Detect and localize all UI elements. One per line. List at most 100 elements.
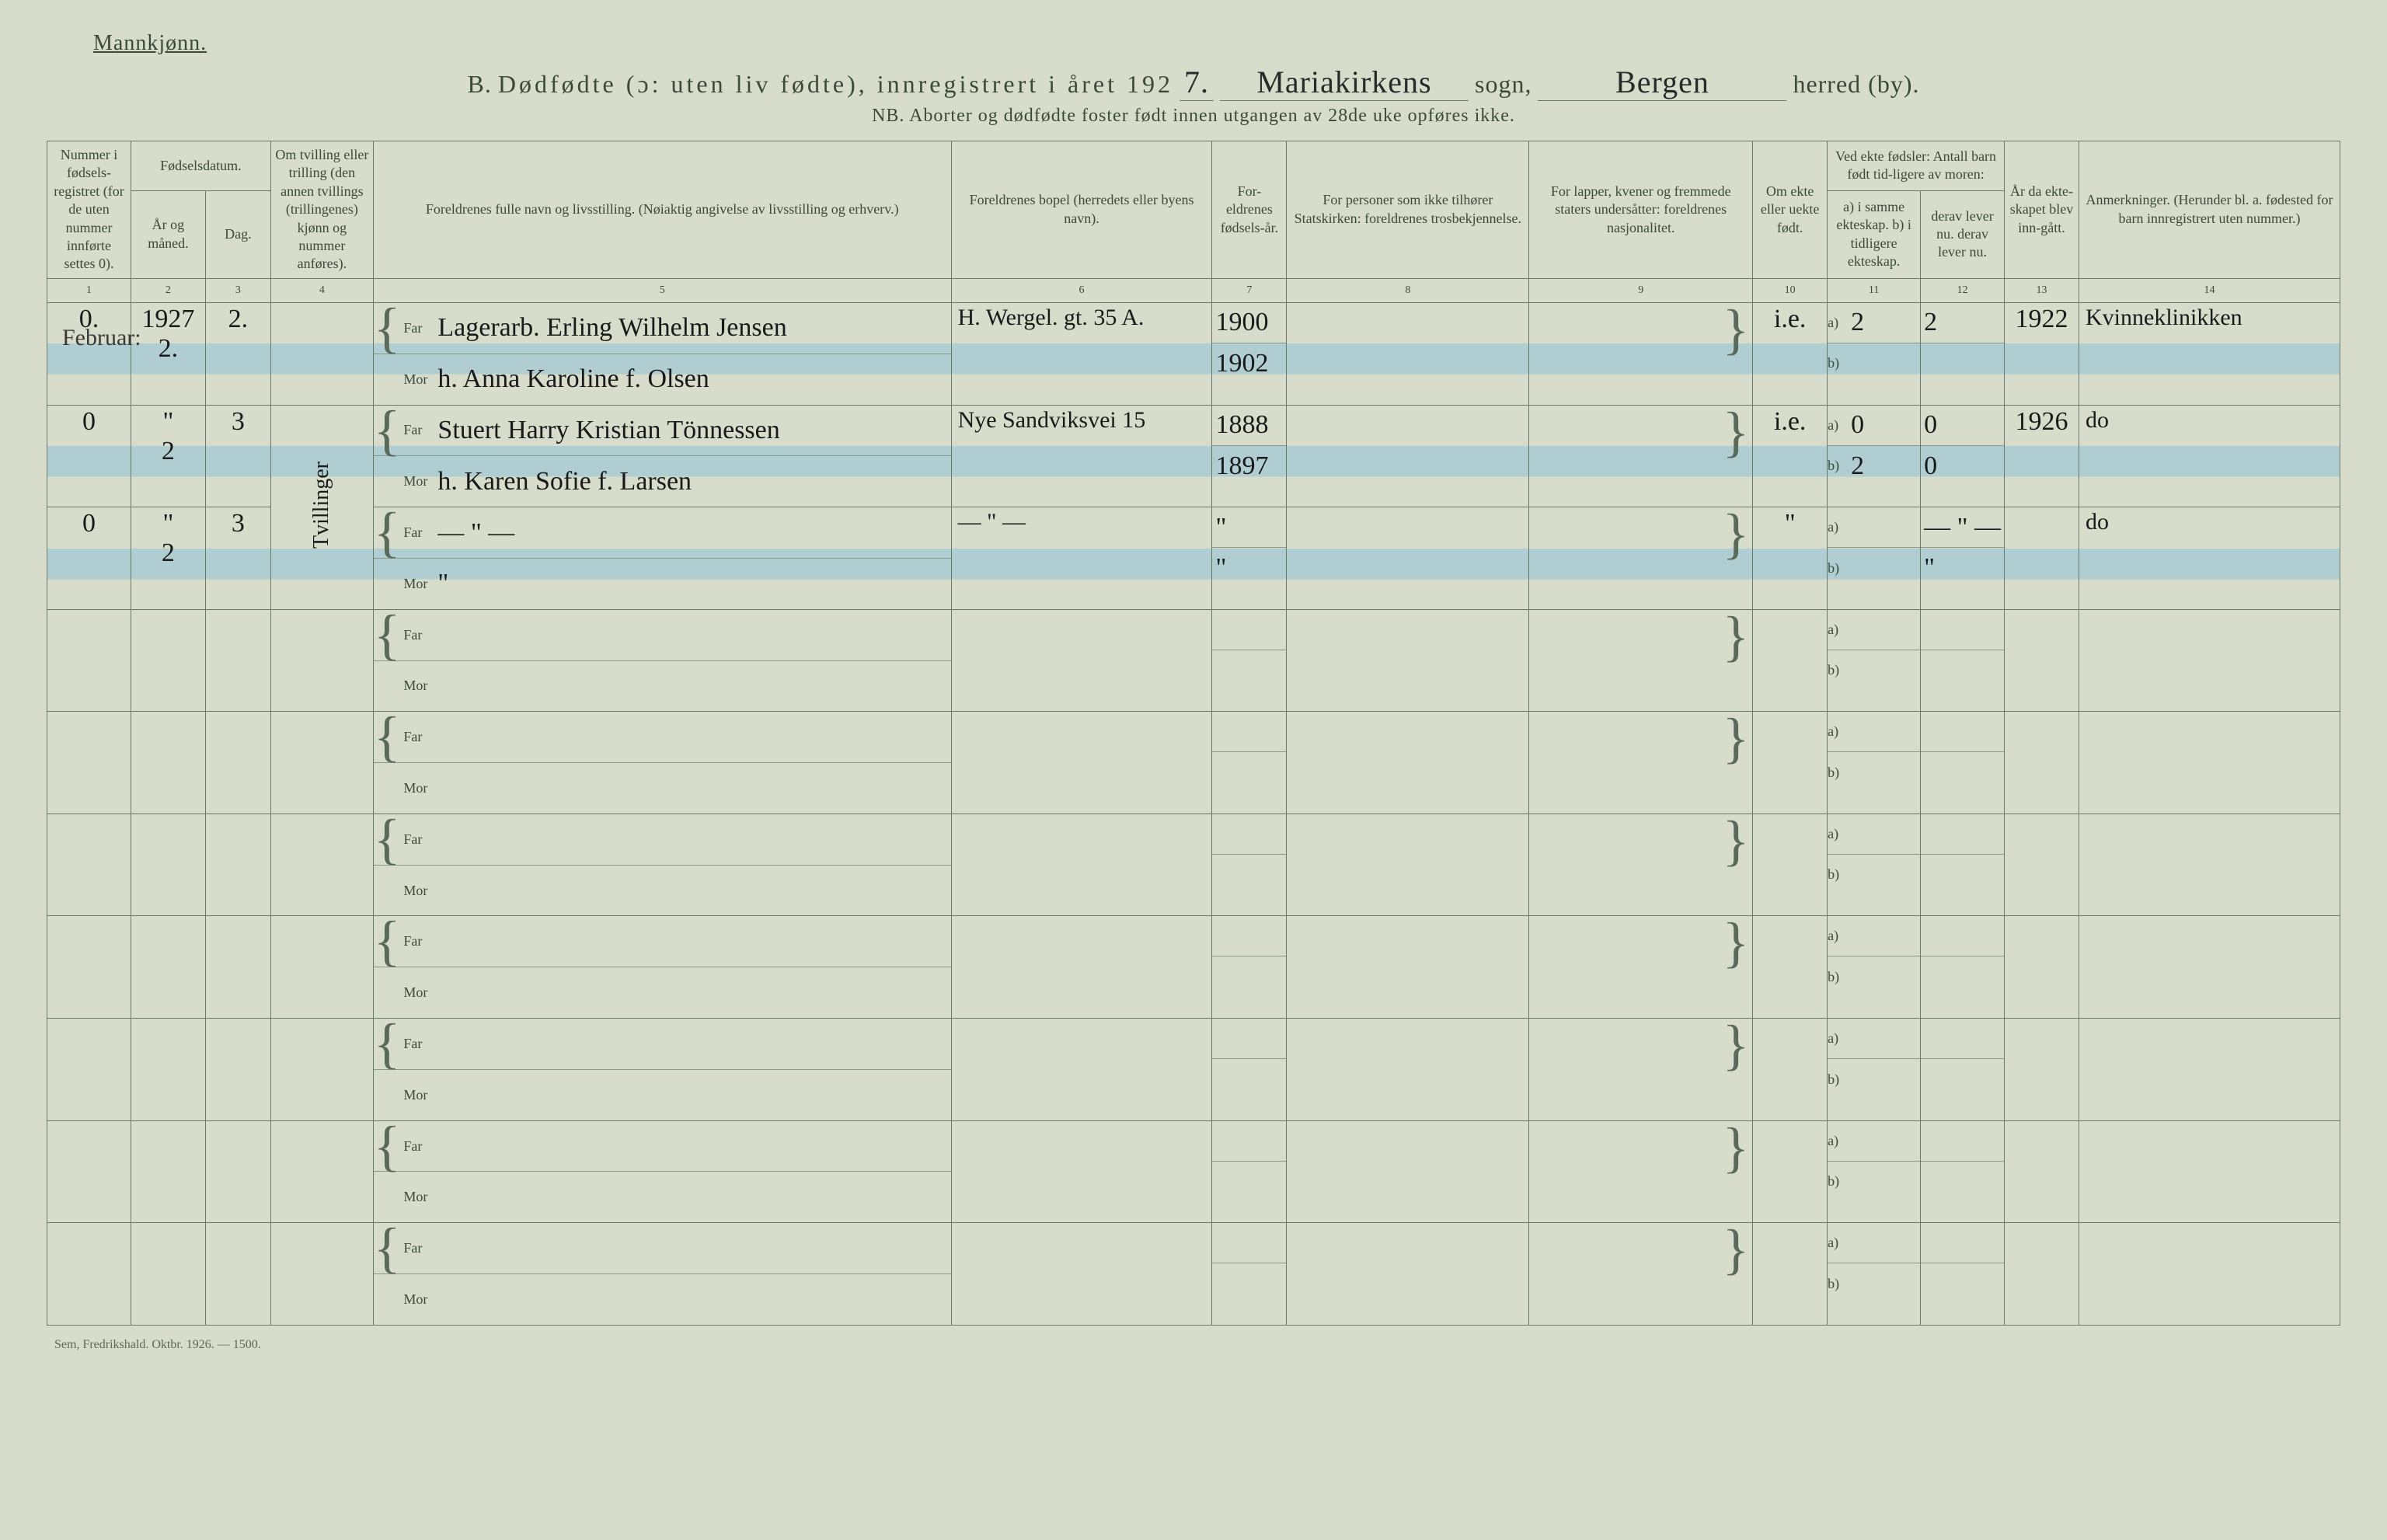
cell: [1212, 609, 1287, 712]
bopel: — " —: [955, 509, 1209, 535]
far-name: Stuert Harry Kristian Tönnessen: [434, 416, 950, 445]
cell-value: 3: [209, 509, 267, 538]
cell: [951, 712, 1212, 814]
cell-value: 2.: [134, 334, 202, 364]
cell: [1287, 405, 1529, 507]
role-far: Far: [400, 1138, 434, 1155]
cell: [1921, 712, 2005, 814]
col-num-6: 6: [951, 278, 1212, 302]
table-row: 0"23Tvillinger{FarStuert Harry Kristian …: [47, 405, 2340, 507]
cell: " ": [1212, 507, 1287, 610]
cell: [205, 814, 270, 916]
cell-value: 2: [134, 437, 202, 466]
label-a: a): [1828, 1030, 1848, 1047]
cell: [2005, 814, 2079, 916]
label-a: a): [1828, 928, 1848, 944]
table-row: {Far {Mor} a) b): [47, 916, 2340, 1019]
cell: i.e.: [1753, 405, 1828, 507]
cell: {Far {Mor: [373, 916, 951, 1019]
cell: [131, 712, 205, 814]
cell: [1287, 712, 1529, 814]
cell: [1212, 1120, 1287, 1223]
label-a: a): [1828, 826, 1848, 842]
cell: 2.: [205, 302, 270, 405]
table-row: {Far {Mor}a) b): [47, 1120, 2340, 1223]
cell: [270, 814, 373, 916]
cell: [1287, 814, 1529, 916]
cell: [1753, 814, 1828, 916]
cell: [1753, 916, 1828, 1019]
cell: H. Wergel. gt. 35 A.: [951, 302, 1212, 405]
cell: [2079, 814, 2340, 916]
col-header-11-group: Ved ekte fødsler: Antall barn født tid-l…: [1828, 141, 2005, 191]
mor-year: 1902: [1212, 349, 1286, 378]
cell: 3: [205, 405, 270, 507]
far-name: Lagerarb. Erling Wilhelm Jensen: [434, 313, 950, 343]
cell: [1287, 302, 1529, 405]
cell: {Far {Mor: [373, 814, 951, 916]
cell: [2079, 1223, 2340, 1326]
col-num-2: 2: [131, 278, 205, 302]
gender-label: Mannkjønn.: [93, 31, 2340, 56]
role-far: Far: [400, 933, 434, 949]
cell: [951, 1120, 1212, 1223]
role-mor: Mor: [400, 1189, 434, 1205]
cell: [1212, 814, 1287, 916]
cell: 0 0: [1921, 405, 2005, 507]
cell: [131, 1223, 205, 1326]
cell: 1888 1897: [1212, 405, 1287, 507]
cell: [270, 302, 373, 405]
col-header-6: Foreldrenes bopel (herredets eller byens…: [951, 141, 1212, 279]
cell: }: [1529, 814, 1753, 916]
role-far: Far: [400, 422, 434, 438]
printer-footer: Sem, Fredrikshald. Oktbr. 1926. — 1500.: [54, 1338, 2340, 1352]
b-lever: 0: [1921, 451, 2004, 481]
cell: [1212, 1019, 1287, 1121]
mor-name: h. Karen Sofie f. Larsen: [434, 467, 950, 496]
table-row: {Far {Mor}a) b): [47, 1223, 2340, 1326]
cell: — " —: [951, 507, 1212, 610]
cell: [2079, 609, 2340, 712]
role-far: Far: [400, 1240, 434, 1256]
anmerkning: do: [2082, 407, 2109, 433]
cell-value: 1926: [2008, 407, 2075, 437]
role-mor: Mor: [400, 473, 434, 490]
table-row: 0.19272.2.{FarLagerarb. Erling Wilhelm J…: [47, 302, 2340, 405]
cell: [1921, 1120, 2005, 1223]
table-head: Nummer i fødsels-registret (for de uten …: [47, 141, 2340, 303]
cell: [47, 814, 131, 916]
cell: 0.: [47, 302, 131, 405]
cell: [131, 916, 205, 1019]
cell: [205, 1019, 270, 1121]
cell: [131, 814, 205, 916]
cell: [2005, 1019, 2079, 1121]
cell-value: ": [134, 509, 202, 538]
label-b: b): [1828, 560, 1848, 577]
cell: a) b): [1828, 1019, 1921, 1121]
cell: {FarLagerarb. Erling Wilhelm Jensen {Mor…: [373, 302, 951, 405]
cell-value: 1922: [2008, 305, 2075, 334]
col-num-14: 14: [2079, 278, 2340, 302]
col-header-9: For lapper, kvener og fremmede staters u…: [1529, 141, 1753, 279]
cell: [2005, 507, 2079, 610]
herred-label: herred (by).: [1793, 70, 1919, 99]
cell: [1921, 814, 2005, 916]
cell: a) b): [1828, 916, 1921, 1019]
cell: [1287, 507, 1529, 610]
col-header-13: År da ekte-skapet blev inn-gått.: [2005, 141, 2079, 279]
col-header-3: Dag.: [205, 190, 270, 278]
cell: [270, 609, 373, 712]
cell: [951, 814, 1212, 916]
cell: }: [1529, 916, 1753, 1019]
col-num-3: 3: [205, 278, 270, 302]
role-far: Far: [400, 524, 434, 541]
col-num-11: 11: [1828, 278, 1921, 302]
cell: [205, 609, 270, 712]
col-header-4: Om tvilling eller trilling (den annen tv…: [270, 141, 373, 279]
table-body: 0.19272.2.{FarLagerarb. Erling Wilhelm J…: [47, 302, 2340, 1325]
cell: [131, 609, 205, 712]
cell: [1753, 712, 1828, 814]
title-main: Dødfødte (ɔ: uten liv fødte), innregistr…: [498, 70, 1173, 99]
role-mor: Mor: [400, 678, 434, 694]
cell: [47, 1223, 131, 1326]
